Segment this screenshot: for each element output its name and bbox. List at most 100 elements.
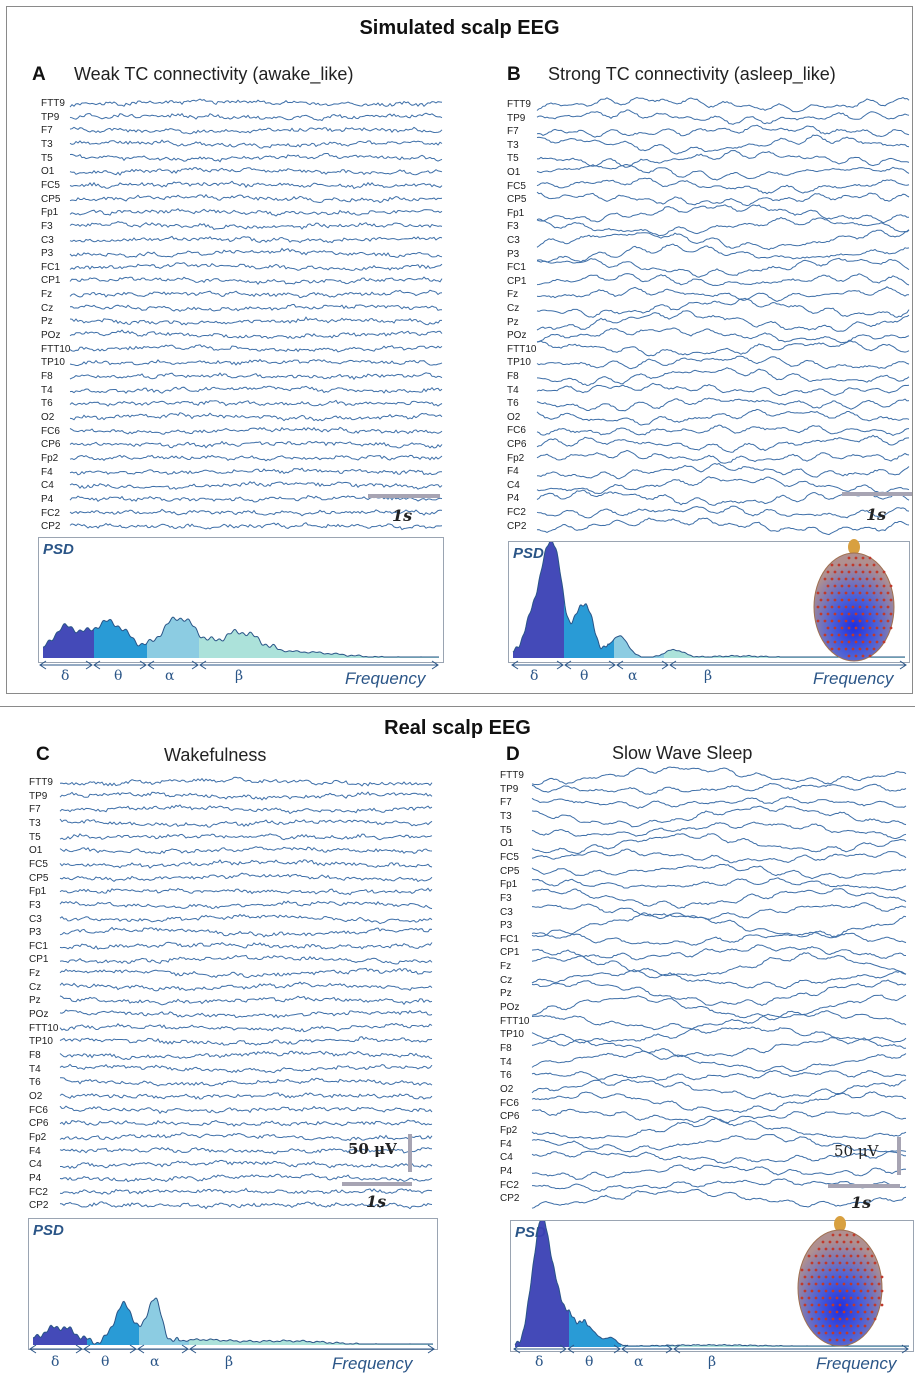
eeg-trace — [69, 221, 443, 230]
eeg-trace — [69, 262, 443, 271]
channel-label: O2 — [41, 411, 55, 423]
arrow-head — [427, 1344, 435, 1354]
channel-label: T5 — [29, 831, 41, 843]
channel-label: O1 — [507, 167, 521, 178]
electrode-dot — [838, 1289, 842, 1293]
psd-plot: PSD — [38, 537, 444, 663]
eeg-trace — [69, 208, 443, 217]
electrode-dot — [849, 1310, 853, 1314]
channel-label: C3 — [29, 913, 42, 925]
eeg-trace — [531, 952, 907, 977]
electrode-dot — [817, 1289, 821, 1293]
channel-label: FC5 — [507, 180, 526, 192]
electrode-dot — [800, 1282, 804, 1286]
electrode-dot — [837, 591, 841, 595]
electrode-dot — [840, 570, 844, 574]
panel-b: B Strong TC connectivity (asleep_like) F… — [507, 64, 912, 688]
electrode-dot — [852, 1331, 856, 1335]
time-scale-bar — [828, 1184, 900, 1188]
channel-label: FC5 — [41, 179, 60, 191]
electrode-dot — [858, 563, 862, 567]
eeg-trace — [531, 821, 907, 840]
channel-label: FTT9 — [500, 770, 524, 781]
electrode-dot — [840, 626, 844, 630]
electrode-dot — [870, 1254, 874, 1258]
electrode-dot — [865, 591, 869, 595]
panel-letter: D — [506, 744, 520, 765]
electrode-dot — [837, 633, 841, 637]
electrode-dot — [859, 1331, 863, 1335]
electrode-dot — [856, 1254, 860, 1258]
electrode-dot — [851, 619, 855, 623]
electrode-dot — [861, 570, 865, 574]
channel-label: T6 — [29, 1077, 41, 1089]
channel-label: Fz — [500, 961, 512, 973]
channel-label: FC2 — [500, 1179, 519, 1191]
electrode-dot — [870, 1296, 874, 1300]
electrode-dot — [845, 1233, 849, 1237]
electrode-dot — [817, 1331, 821, 1335]
electrode-dot — [849, 1254, 853, 1258]
channel-label: F3 — [500, 892, 512, 904]
amplitude-scale-bar — [408, 1134, 412, 1172]
electrode-dot — [828, 1254, 832, 1258]
electrode-dot — [859, 1289, 863, 1293]
eeg-traces — [531, 766, 907, 1209]
electrode-dot — [842, 1324, 846, 1328]
electrode-dot — [875, 626, 879, 630]
electrode-dot — [873, 1303, 877, 1307]
eeg-trace — [59, 995, 433, 1006]
electrode-dot — [824, 1275, 828, 1279]
eeg-trace — [59, 941, 433, 950]
electrode-dot — [833, 640, 837, 644]
channel-label: O2 — [29, 1090, 43, 1102]
eeg-trace — [59, 1105, 433, 1115]
electrode-dot — [814, 1254, 818, 1258]
panel-letter: A — [32, 64, 46, 85]
channel-label: C4 — [41, 480, 54, 492]
eeg-trace — [536, 449, 910, 464]
channel-label: C4 — [29, 1159, 42, 1171]
panel-title: Slow Wave Sleep — [612, 743, 753, 763]
electrode-dot — [845, 1261, 849, 1265]
electrode-dot — [847, 556, 851, 560]
electrode-dot — [886, 591, 890, 595]
channel-label: CP6 — [507, 439, 527, 450]
band-arrows — [511, 660, 907, 670]
psd-band-area — [139, 1298, 189, 1345]
channel-label: P3 — [500, 920, 513, 932]
arrow-head — [899, 660, 907, 670]
eeg-trace — [531, 1117, 907, 1140]
electrode-dot — [889, 598, 893, 602]
eeg-trace — [69, 235, 443, 244]
electrode-dot — [831, 1331, 835, 1335]
electrode-dot — [831, 1289, 835, 1293]
electrode-dot — [830, 577, 834, 581]
eeg-trace — [531, 1078, 907, 1100]
arrow-head — [608, 660, 616, 670]
electrode-dot — [830, 563, 834, 567]
eeg-trace — [531, 969, 907, 990]
channel-label: FC1 — [41, 261, 60, 273]
electrode-dot — [879, 619, 883, 623]
eeg-trace — [531, 888, 907, 909]
eeg-trace — [531, 1010, 907, 1031]
arrow-head — [431, 660, 439, 670]
channel-label: Fz — [507, 289, 519, 301]
electrode-dot — [889, 612, 893, 616]
channel-label: POz — [29, 1009, 49, 1021]
channel-label: TP9 — [507, 112, 526, 124]
frequency-label: Frequency — [332, 1354, 413, 1373]
channel-label: POz — [507, 330, 527, 342]
electrode-dot — [868, 598, 872, 602]
panel-letter: B — [507, 64, 521, 85]
eeg-trace — [536, 382, 910, 397]
channel-label: Fp2 — [29, 1131, 47, 1143]
eeg-trace — [536, 367, 910, 387]
electrode-dot — [828, 1282, 832, 1286]
electrode-dot — [821, 1268, 825, 1272]
electrode-dot — [875, 598, 879, 602]
electrode-dot — [861, 598, 865, 602]
channel-label: F4 — [507, 466, 519, 478]
eeg-trace — [59, 1173, 433, 1183]
